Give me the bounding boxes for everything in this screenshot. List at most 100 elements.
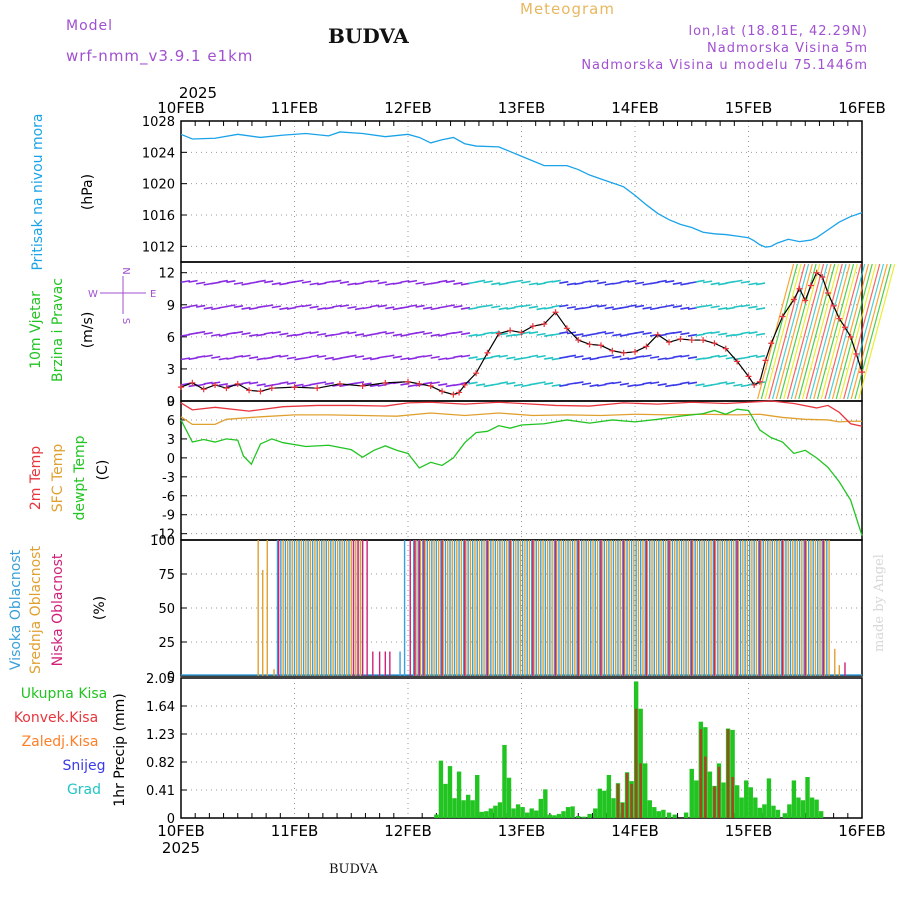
wind-vector bbox=[839, 263, 877, 400]
wind-vector bbox=[468, 381, 478, 385]
y-tick-label-clouds: 50 bbox=[158, 602, 175, 617]
precip-legend-2: Zaledj.Kisa bbox=[22, 734, 99, 750]
wind-vector bbox=[604, 306, 614, 310]
wind-vector bbox=[211, 307, 221, 311]
wind-vector bbox=[423, 381, 433, 385]
wind-vector bbox=[453, 383, 463, 387]
wind-vector bbox=[317, 381, 327, 385]
wind-speed-marker bbox=[779, 313, 786, 320]
wind-vector bbox=[218, 305, 228, 309]
wind-vector bbox=[468, 306, 478, 311]
wind-vector bbox=[597, 330, 607, 335]
wind-speed-marker bbox=[807, 282, 814, 289]
compass-n: N bbox=[120, 267, 131, 274]
convective-precip-bar bbox=[731, 777, 734, 818]
wind-vector bbox=[771, 263, 810, 400]
wind-vector bbox=[702, 304, 713, 308]
wind-vector bbox=[248, 381, 259, 385]
wind-vector bbox=[665, 331, 675, 335]
wind-vector bbox=[536, 282, 546, 286]
wind-vector bbox=[528, 331, 539, 335]
wind-vector bbox=[783, 263, 821, 400]
total-precip-bar bbox=[552, 815, 557, 818]
wind-vector bbox=[354, 355, 365, 359]
wind-vector bbox=[324, 382, 334, 386]
total-precip-bar bbox=[479, 811, 484, 818]
wind-vector bbox=[294, 279, 304, 283]
wind-vector bbox=[248, 356, 259, 360]
wind-vector bbox=[241, 354, 251, 358]
wind-vector bbox=[755, 307, 766, 311]
wind-speed-marker bbox=[830, 302, 837, 309]
wind-vector bbox=[506, 280, 516, 284]
y-tick-label-precipitation: 2.05 bbox=[146, 672, 175, 687]
y-tick-label-clouds: 75 bbox=[158, 568, 175, 583]
total-precip-bar bbox=[656, 811, 662, 818]
wind-vector bbox=[339, 331, 350, 335]
footer-station: BUDVA bbox=[329, 862, 378, 877]
total-precip-bar bbox=[775, 809, 781, 818]
wind-vector bbox=[498, 381, 508, 385]
wind-vector bbox=[460, 282, 471, 286]
wind-vector bbox=[559, 280, 569, 285]
wind-vector bbox=[256, 305, 266, 309]
wind-vector bbox=[301, 304, 312, 308]
convective-precip-bar bbox=[726, 729, 730, 818]
wind-vector bbox=[733, 279, 743, 283]
wind-vector bbox=[642, 331, 652, 335]
wind-speed-marker bbox=[200, 386, 207, 393]
wind-speed-marker bbox=[677, 335, 684, 342]
wind-vector bbox=[650, 381, 660, 385]
wind-speed-marker bbox=[586, 341, 593, 348]
wind-vector bbox=[551, 279, 561, 283]
wind-vector bbox=[294, 333, 304, 337]
wind-vector bbox=[544, 382, 554, 386]
wind-vector bbox=[279, 332, 289, 336]
total-precip-bar bbox=[515, 804, 521, 818]
y-tick-label-wind: 12 bbox=[158, 267, 175, 282]
wind-vector bbox=[196, 304, 206, 308]
total-precip-bar bbox=[787, 804, 792, 818]
wind-vector bbox=[286, 280, 297, 284]
y-tick-label-clouds: 0 bbox=[167, 670, 175, 685]
total-precip-bar bbox=[547, 814, 553, 818]
wind-speed-marker bbox=[768, 340, 775, 347]
wind-vector bbox=[718, 282, 728, 286]
wind-vector bbox=[702, 356, 713, 360]
wind-speed-marker bbox=[632, 348, 638, 355]
wind-vector bbox=[748, 354, 758, 358]
wind-vector bbox=[453, 355, 463, 359]
total-precip-bar bbox=[606, 774, 612, 818]
wind-vector bbox=[188, 332, 198, 336]
wind-vector bbox=[513, 357, 524, 361]
wind-speed-marker bbox=[745, 373, 752, 380]
wind-speed-marker bbox=[859, 369, 865, 376]
total-precip-bar bbox=[800, 800, 806, 818]
wind-vector bbox=[475, 357, 486, 361]
wind-vector bbox=[400, 305, 410, 309]
wind-vector bbox=[566, 382, 577, 386]
wind-vector bbox=[362, 333, 372, 337]
wind-vector bbox=[354, 307, 365, 311]
y-tick-label-wind: 3 bbox=[167, 363, 175, 378]
wind-vector bbox=[566, 354, 577, 358]
wind-speed-marker bbox=[836, 315, 843, 322]
convective-precip-bar bbox=[621, 802, 624, 818]
total-precip-bar bbox=[461, 800, 466, 818]
wind-speed-marker bbox=[336, 380, 343, 387]
wind-vector bbox=[513, 279, 524, 283]
wind-vector bbox=[354, 282, 365, 286]
wind-vector bbox=[805, 263, 843, 400]
wind-vector bbox=[370, 332, 380, 336]
wind-vector bbox=[377, 330, 387, 335]
wind-speed-marker bbox=[518, 329, 525, 336]
wind-speed-marker bbox=[563, 325, 570, 332]
wind-vector bbox=[400, 357, 410, 361]
wind-vector bbox=[850, 263, 888, 400]
wind-vector bbox=[604, 354, 614, 358]
wind-vector bbox=[377, 355, 387, 359]
pressure-line bbox=[180, 131, 863, 248]
x-tick-label-top: 10FEB bbox=[157, 99, 204, 117]
total-precip-bar bbox=[593, 808, 598, 818]
